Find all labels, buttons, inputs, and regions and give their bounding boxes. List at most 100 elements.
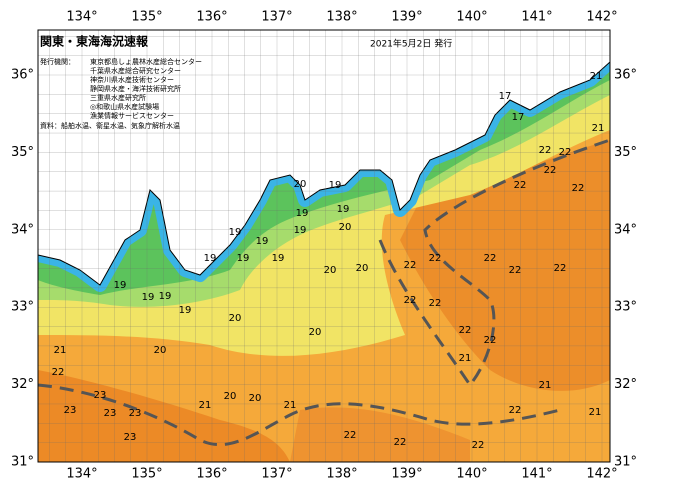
temperature-label: 20 [224,391,237,402]
temperature-label: 20 [309,327,322,338]
temperature-label: 20 [154,345,167,356]
temperature-label: 21 [590,71,603,82]
temperature-label: 22 [484,253,497,264]
issuer: ◎和歌山県水産試験場 [90,102,159,111]
lon-label: 136° [196,467,227,482]
temperature-label: 22 [429,253,442,264]
lon-label: 139° [391,10,422,25]
lon-label: 137° [261,10,292,25]
axis-labels: 134° 134° 135° 135° 136° 136° 137° 137° 138° 138°… [11,10,637,482]
temperature-label: 22 [459,325,472,336]
lat-label: 32° [11,377,34,392]
lon-label: 141° [521,467,552,482]
temperature-label: 17 [499,91,512,102]
lat-label: 31° [11,455,34,470]
hot-sea [38,370,290,462]
temperature-label: 19 [329,180,342,191]
temperature-label: 22 [484,335,497,346]
kuroshio-axis [378,138,610,388]
lon-label: 141° [521,10,552,25]
lat-label: 35° [11,145,34,160]
temperature-label: 22 [559,147,572,158]
issuer: 神奈川県水産技術センター [90,75,174,84]
temperature-label: 19 [337,204,350,215]
temperature-label: 23 [104,408,117,419]
temperature-label: 20 [294,179,307,190]
graticule [38,30,610,462]
data-source: 資料：船舶水温、衛星水温、気象庁解析水温 [40,121,180,130]
temperature-label: 21 [459,353,472,364]
temperature-label: 21 [589,407,602,418]
temperature-label: 17 [512,112,525,123]
lat-label: 32° [614,377,637,392]
lon-label: 140° [456,467,487,482]
temperature-label: 21 [539,380,552,391]
lat-label: 35° [614,145,637,160]
issuer-list: 東京都島しょ農林水産総合センター千葉県水産総合研究センター神奈川県水産技術センタ… [90,57,202,120]
temperature-label: 22 [554,263,567,274]
issuer: 東京都島しょ農林水産総合センター [90,57,202,66]
lon-label: 138° [326,467,357,482]
temperature-label: 23 [94,390,107,401]
temperature-label: 21 [284,400,297,411]
lon-label: 134° [66,10,97,25]
issuer: 千葉県水産総合研究センター [90,66,181,75]
temperature-label: 19 [296,208,309,219]
lon-label: 135° [131,10,162,25]
title: 関東・東海海況速報 [40,34,149,49]
lon-label: 137° [261,467,292,482]
temperature-label: 19 [229,227,242,238]
lat-label: 34° [614,222,637,237]
temperature-label: 22 [544,165,557,176]
temperature-label: 19 [159,291,172,302]
hot-sea [290,407,470,462]
lon-label: 142° [586,467,617,482]
temperature-label: 22 [404,295,417,306]
temperature-label: 22 [572,183,585,194]
temperature-label: 23 [129,408,142,419]
temperature-label: 22 [509,265,522,276]
kuroshio-axis [38,383,561,447]
temperature-label: 20 [356,263,369,274]
temperature-label: 20 [324,265,337,276]
issuer-label: 発行機関： [40,57,75,66]
lat-label: 36° [614,68,637,83]
temperature-label: 23 [64,405,77,416]
temperature-label: 21 [199,400,212,411]
temperature-label: 19 [114,280,127,291]
lat-label: 36° [11,68,34,83]
temperature-label: 22 [472,440,485,451]
temperature-label: 19 [237,253,250,264]
temperature-label: 23 [124,432,137,443]
lat-label: 31° [614,455,637,470]
land [38,30,610,286]
lon-label: 139° [391,467,422,482]
temperature-label: 22 [429,298,442,309]
temperature-label: 19 [179,305,192,316]
temperature-label: 22 [514,180,527,191]
temperature-label: 19 [272,253,285,264]
lat-label: 33° [11,300,34,315]
temperature-label: 22 [394,437,407,448]
lat-label: 34° [11,222,34,237]
issuer: 静岡県水産・海洋技術研究所 [90,84,181,93]
issuer: 三重県水産研究所 [90,93,146,102]
lon-label: 136° [196,10,227,25]
temperature-label: 22 [539,145,552,156]
temperature-label: 19 [204,253,217,264]
temperature-label: 21 [54,345,67,356]
temperature-label: 20 [229,313,242,324]
temperature-label: 20 [249,393,262,404]
temperature-label: 19 [294,225,307,236]
hot-sea [400,140,610,391]
lon-label: 138° [326,10,357,25]
temperature-label: 22 [404,260,417,271]
issuer: 漁業情報サービスセンター [90,111,174,120]
map-frame [37,29,611,463]
temperature-label: 19 [256,236,269,247]
lon-label: 135° [131,467,162,482]
lon-label: 134° [66,467,97,482]
